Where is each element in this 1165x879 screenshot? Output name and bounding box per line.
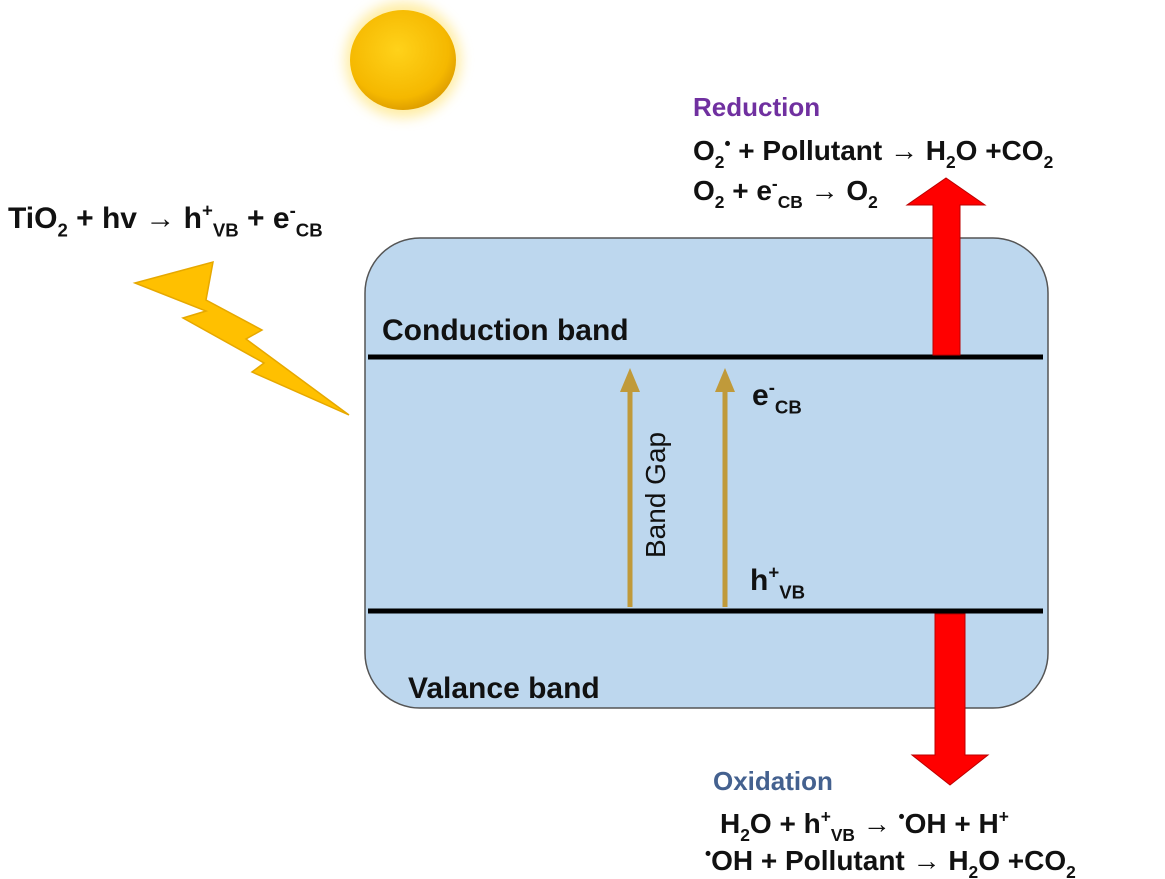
text-part: + e [239, 202, 290, 235]
valence-band-label: Valance band [408, 672, 600, 705]
text-part: → O [803, 175, 868, 206]
oxidation-equation: •OH + Pollutant → H2O +CO2 [705, 843, 1076, 879]
band-gap-label: Band Gap [640, 432, 671, 558]
superscript: - [290, 200, 296, 221]
text-part: + e [724, 175, 771, 206]
text-part: O +CO [956, 135, 1044, 166]
text-part: TiO [8, 202, 57, 235]
reduction-equation: O2 + e-CB → O2 [693, 173, 878, 211]
subscript: 2 [946, 152, 956, 172]
subscript: 2 [57, 219, 67, 240]
reduction-title: Reduction [693, 92, 820, 122]
lightning [135, 262, 349, 415]
superscript: + [821, 806, 831, 826]
subscript: CB [775, 396, 802, 417]
superscript: + [999, 806, 1009, 826]
subscript: CB [778, 192, 803, 212]
text-part: OH + Pollutant → H [711, 845, 968, 876]
text-part: O [693, 135, 715, 166]
text-part: H [720, 808, 740, 839]
text-part: + Pollutant → H [731, 135, 946, 166]
subscript: VB [779, 581, 805, 602]
superscript: - [769, 377, 775, 398]
subscript: 2 [740, 825, 750, 845]
conduction-band-label: Conduction band [382, 314, 629, 347]
reduction-equation: O2• + Pollutant → H2O +CO2 [693, 133, 1053, 171]
oxidation-equation: H2O + h+VB → •OH + H+ [720, 806, 1009, 844]
subscript: 2 [1044, 152, 1054, 172]
subscript: 2 [868, 192, 878, 212]
subscript: CB [296, 219, 323, 240]
text-part: h [750, 564, 768, 597]
subscript: 2 [715, 192, 725, 212]
oxidation-title: Oxidation [713, 766, 833, 796]
subscript: VB [213, 219, 239, 240]
text-part: O + h [750, 808, 821, 839]
text-part: OH + H [905, 808, 999, 839]
photoexcitation-equation: TiO2 + hv → h+VB + e-CB [8, 200, 323, 241]
text-part: O +CO [978, 845, 1066, 876]
superscript: + [202, 200, 213, 221]
superscript: - [772, 173, 778, 193]
subscript: VB [831, 825, 855, 845]
subscript: 2 [969, 862, 979, 879]
sun [350, 10, 456, 110]
text-part: e [752, 379, 769, 412]
superscript: + [768, 562, 779, 583]
diagram: Conduction band Valance band Band Gap Re… [0, 0, 1165, 879]
text-part: → [855, 808, 899, 839]
text-part: + hv → h [68, 202, 202, 235]
text-part: O [693, 175, 715, 206]
subscript: 2 [1066, 862, 1076, 879]
subscript: 2 [715, 152, 725, 172]
